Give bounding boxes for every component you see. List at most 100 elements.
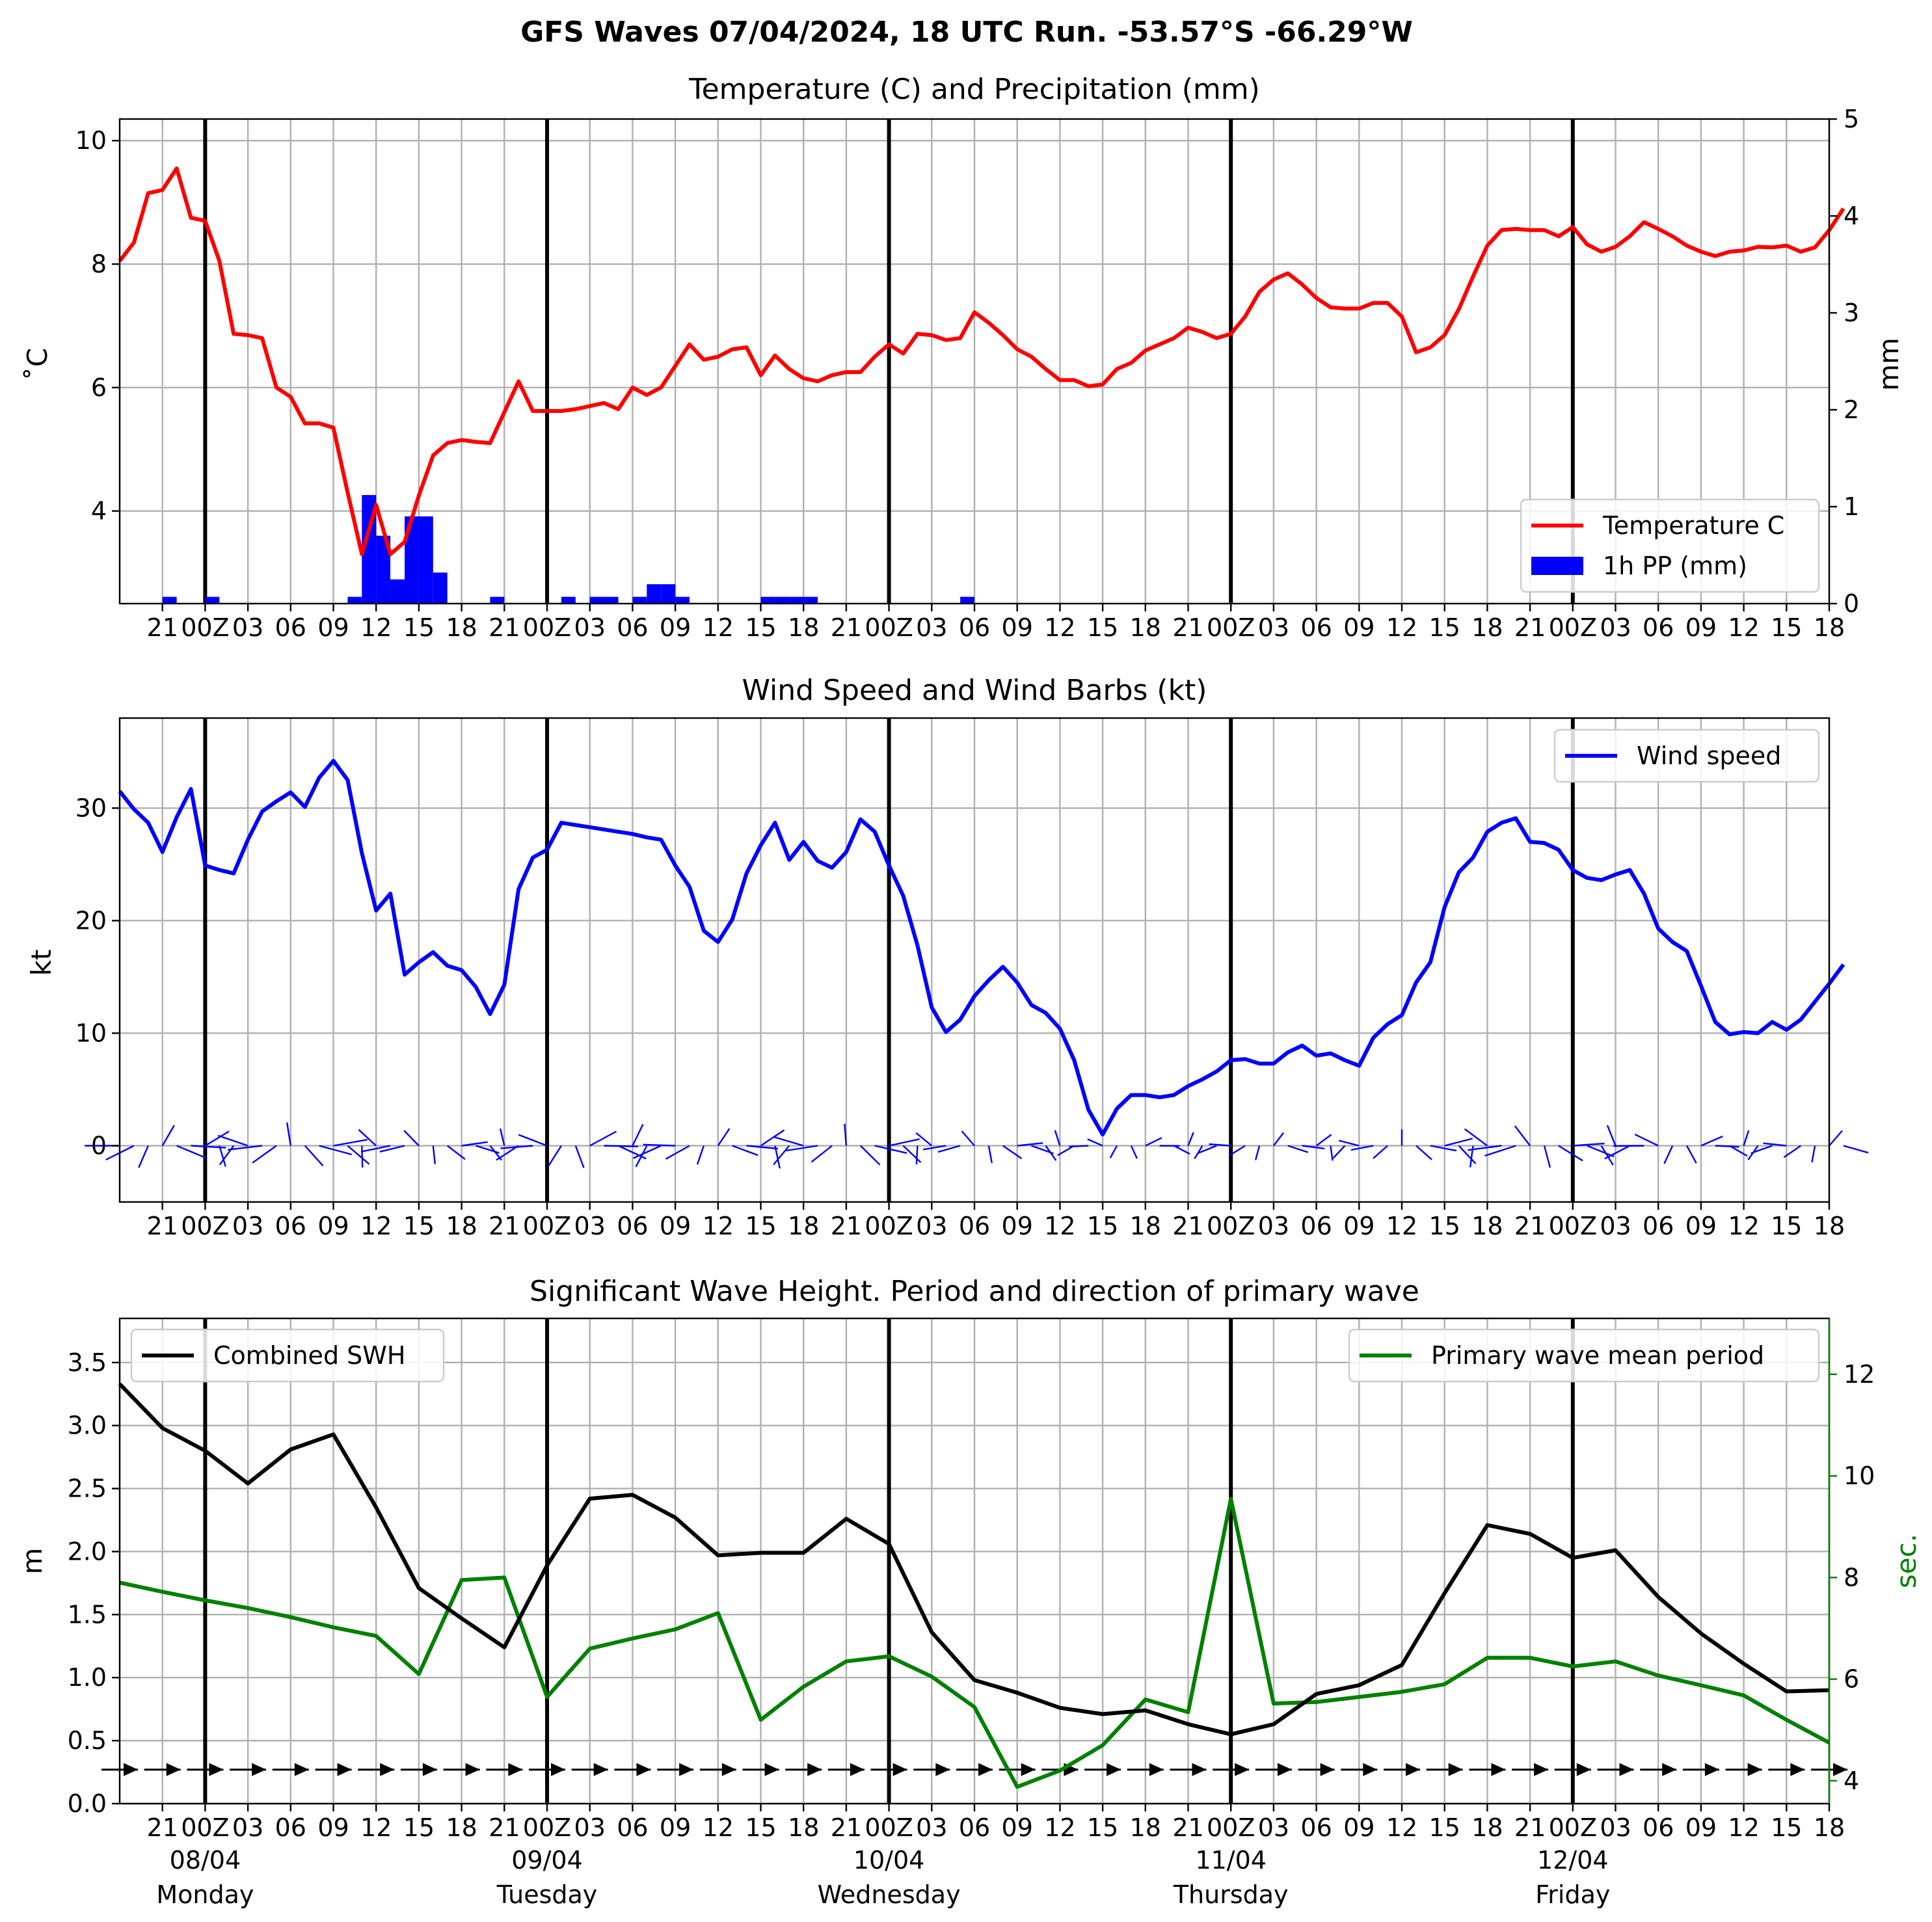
precip-y-label: mm	[1873, 338, 1905, 391]
wind-barb	[432, 1145, 436, 1164]
wave-direction-arrowhead	[209, 1763, 224, 1776]
x-tick-label: 03	[916, 1212, 947, 1240]
wind-barb	[1729, 1145, 1748, 1157]
x-tick-label: 12	[360, 1212, 392, 1240]
wind-barb	[1783, 1145, 1801, 1158]
x-tick-label: 21	[831, 1212, 862, 1240]
x-tick-label: 12	[1728, 1212, 1759, 1240]
wind-barbs	[85, 1122, 1869, 1169]
wind-barb	[252, 1145, 277, 1164]
y-tick-label: 2.5	[68, 1475, 107, 1503]
x-tick-label: 06	[275, 613, 306, 642]
legend-box	[1520, 498, 1820, 593]
wind-barb	[717, 1128, 731, 1147]
temperature-line	[118, 166, 1845, 557]
wind-axis-ticks: 21 00Z 03 06 09 12 15 18 21 00Z 03 06 09 12 15 18 21 00Z 0…	[75, 717, 1845, 1240]
wind-barb	[665, 1145, 690, 1160]
precip-bar	[418, 516, 433, 604]
y-tick-label: 0.5	[68, 1726, 107, 1755]
wind-barb	[360, 1145, 391, 1153]
wave-direction-arrowhead	[1576, 1763, 1591, 1776]
x-tick-label: 06	[959, 1212, 990, 1240]
x-tick-label: 12	[1386, 613, 1417, 642]
wind-barb	[902, 1145, 922, 1163]
x-tick-label: 12	[1386, 1212, 1417, 1240]
x-tick-label: 06	[959, 613, 990, 642]
precip-bar	[647, 584, 662, 604]
wave-direction-arrowhead	[1320, 1763, 1335, 1776]
x-tick-label: 00Z	[865, 1813, 913, 1842]
wind-barb	[1843, 1145, 1869, 1154]
wave-direction-arrowhead	[380, 1763, 395, 1776]
wind-barb	[1130, 1145, 1138, 1159]
wind-barb	[1444, 1138, 1473, 1147]
wind-barb	[760, 1129, 785, 1147]
temperature-panel-title: Temperature (C) and Precipitation (mm)	[688, 73, 1260, 106]
wind-barb	[1002, 1145, 1023, 1160]
x-tick-label: 12	[1044, 613, 1075, 642]
x-tick-label: 18	[1471, 1212, 1503, 1240]
wind-barb	[1332, 1145, 1346, 1159]
x-tick-label: 15	[1087, 1212, 1118, 1240]
x-tick-label: 00Z	[181, 1212, 229, 1240]
x-tick-label: 06	[275, 1212, 306, 1240]
wind-barb	[161, 1125, 175, 1147]
wave-direction-arrowhead	[807, 1763, 822, 1776]
wind-barb	[461, 1141, 488, 1147]
x-tick-label: 03	[1600, 1813, 1631, 1842]
wave-direction-arrowhead	[1704, 1763, 1719, 1776]
x-tick-label: 12	[360, 1813, 392, 1842]
x-tick-label: 09	[1343, 1212, 1375, 1240]
wind-barb	[773, 1145, 790, 1166]
wave-direction-arrowhead	[1235, 1763, 1250, 1776]
wind-barb	[915, 1145, 919, 1165]
wave-direction-arrowhead	[1192, 1763, 1207, 1776]
wind-series	[118, 758, 1845, 1137]
x-tick-label: 18	[788, 1212, 819, 1240]
precip-bar	[775, 596, 790, 604]
x-tick-label: 21	[489, 1212, 520, 1240]
wind-barb	[874, 1145, 907, 1154]
day-weekday-label: Tuesday	[496, 1880, 598, 1909]
wind-barb	[1700, 1135, 1723, 1147]
legend-swatch	[1531, 557, 1583, 575]
precip-bar	[803, 596, 818, 604]
wind-barb	[1606, 1125, 1617, 1146]
x-tick-label: 18	[1814, 1212, 1845, 1240]
wind-barb	[1209, 1143, 1231, 1147]
day-weekday-label: Wednesday	[818, 1880, 961, 1909]
wind-barb	[786, 1145, 818, 1152]
x-tick-label: 00Z	[523, 613, 571, 642]
x-tick-label: 18	[1814, 1813, 1845, 1842]
wave-direction-arrowhead	[465, 1763, 480, 1776]
wave-direction-arrowhead	[850, 1763, 865, 1776]
x-tick-label: 03	[232, 1212, 263, 1240]
y-right-tick-label: 0	[1844, 589, 1859, 618]
y-tick-label: 20	[75, 906, 107, 935]
wind-barb	[1109, 1145, 1118, 1158]
wind-barb	[574, 1145, 585, 1168]
y-right-tick-label: 1	[1844, 492, 1859, 521]
x-tick-label: 18	[1814, 613, 1845, 642]
precip-bar	[205, 596, 220, 604]
precip-bar	[604, 596, 619, 604]
wind-barb	[923, 1145, 946, 1151]
x-tick-label: 06	[1643, 613, 1674, 642]
wave-y-label: m	[16, 1548, 48, 1575]
x-tick-label: 09	[660, 1813, 691, 1842]
wind-barb	[915, 1132, 933, 1147]
wave-direction-arrowhead	[978, 1763, 993, 1776]
wind-barb	[204, 1130, 230, 1147]
wind-barb	[844, 1123, 848, 1146]
x-tick-label: 18	[446, 1212, 477, 1240]
x-tick-label: 06	[959, 1813, 990, 1842]
wind-barb	[859, 1145, 881, 1166]
wind-barb	[518, 1134, 548, 1147]
x-tick-label: 03	[574, 1212, 606, 1240]
wind-barb	[961, 1130, 975, 1147]
wave-direction-arrowhead	[1747, 1763, 1762, 1776]
x-tick-label: 15	[745, 1813, 776, 1842]
wind-barb	[219, 1145, 226, 1167]
x-tick-label: 09	[1002, 1813, 1033, 1842]
day-date-label: 10/04	[853, 1846, 925, 1875]
